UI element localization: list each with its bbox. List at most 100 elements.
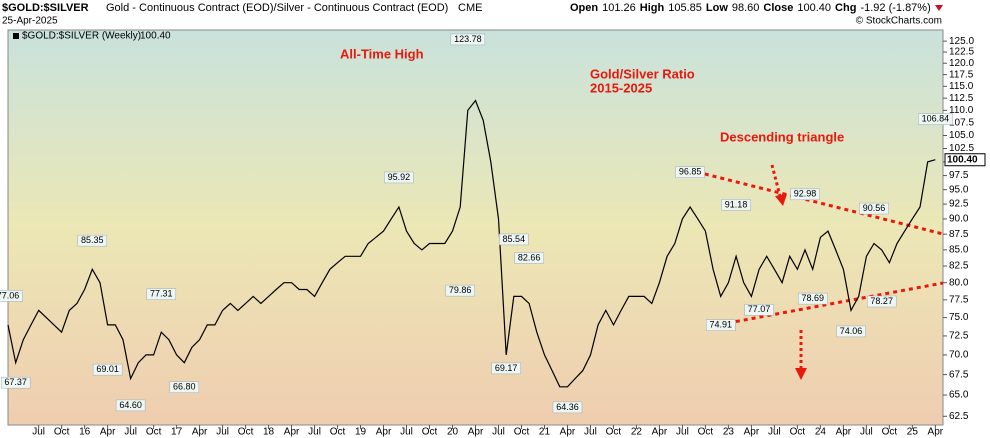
extreme-box	[797, 292, 828, 305]
x-tick-label: Jul	[400, 427, 413, 438]
extreme-box	[445, 284, 475, 297]
extreme-label: 69.17	[495, 363, 518, 373]
arrow-head	[775, 194, 787, 206]
x-tick-label: Oct	[422, 427, 438, 438]
x-tick-label: Jul	[124, 427, 137, 438]
extreme-box	[721, 199, 751, 211]
extreme-box	[859, 202, 889, 215]
extreme-box	[514, 252, 544, 264]
y-tick-label: 85.0	[949, 245, 969, 256]
x-tick-label: Oct	[238, 427, 254, 438]
extreme-box	[0, 290, 23, 302]
extreme-label: 64.36	[556, 402, 579, 412]
resistance-line	[696, 170, 944, 236]
last-value-box	[944, 153, 986, 167]
y-tick-label: 92.5	[949, 199, 969, 210]
y-tick-label: 70.0	[949, 350, 969, 361]
x-tick-label: Jul	[676, 427, 689, 438]
legend-swatch	[13, 33, 19, 39]
quote-item: 98.60	[732, 2, 760, 14]
y-tick-label: 65.0	[949, 390, 969, 401]
date: 25-Apr-2025	[2, 16, 58, 27]
extreme-box	[491, 362, 521, 375]
y-tick-label: 82.5	[949, 261, 969, 272]
price-line	[7, 99, 936, 388]
extreme-box	[146, 288, 177, 300]
x-tick-label: 21	[539, 427, 551, 438]
y-tick-label: 90.0	[949, 214, 969, 225]
x-tick-label: Jul	[32, 427, 45, 438]
x-tick-label: 24	[815, 427, 827, 438]
extreme-box	[918, 113, 953, 125]
extreme-box	[744, 304, 774, 316]
x-tick-label: Apr	[376, 427, 392, 438]
extreme-box	[0, 376, 31, 389]
extreme-box	[675, 166, 705, 178]
x-tick-label: Oct	[514, 427, 530, 438]
annotation: 2015-2025	[590, 80, 652, 95]
x-tick-label: 23	[723, 427, 735, 438]
y-tick-label: 125.0	[949, 36, 974, 47]
x-tick-label: Apr	[652, 427, 668, 438]
extreme-box	[450, 33, 486, 46]
extreme-label: 78.69	[801, 293, 824, 303]
extreme-label: 74.91	[709, 320, 732, 330]
extreme-box	[836, 325, 866, 338]
x-tick-label: Apr	[928, 427, 944, 438]
x-tick-label: 25	[907, 427, 919, 438]
extreme-label: 85.54	[503, 234, 526, 244]
subtitle: Gold - Continuous Contract (EOD)/Silver …	[106, 2, 448, 14]
y-tick-label: 112.5	[949, 93, 974, 104]
x-tick-label: Apr	[744, 427, 760, 438]
extreme-box	[92, 363, 123, 376]
x-tick-label: Jul	[308, 427, 321, 438]
y-tick-label: 87.5	[949, 229, 969, 240]
quote-item: Close	[763, 2, 793, 14]
x-tick-label: Jul	[584, 427, 597, 438]
x-tick-label: Oct	[606, 427, 622, 438]
x-tick-label: Oct	[146, 427, 162, 438]
x-tick-label: Oct	[790, 427, 806, 438]
extreme-box	[552, 401, 583, 414]
x-tick-label: Apr	[560, 427, 576, 438]
quote-item: 105.85	[668, 2, 702, 14]
x-tick-label: 20	[447, 427, 459, 438]
x-tick-label: Apr	[468, 427, 484, 438]
annotation: Descending triangle	[720, 129, 844, 144]
x-tick-label: Jul	[768, 427, 781, 438]
extreme-label: 69.01	[96, 364, 119, 374]
extreme-box	[115, 399, 146, 412]
y-tick-label: 107.5	[949, 117, 974, 128]
extreme-label: 67.37	[4, 377, 27, 387]
extreme-label: 79.86	[449, 285, 472, 295]
arrow-head	[795, 368, 807, 380]
last-value-label: 100.40	[947, 154, 978, 165]
y-tick-label: 120.0	[949, 58, 974, 69]
extreme-box	[866, 295, 897, 308]
x-tick-label: Oct	[330, 427, 346, 438]
exchange: CME	[458, 2, 482, 14]
legend-value: 100.40	[140, 31, 171, 42]
y-tick-label: 67.5	[949, 369, 969, 380]
y-tick-label: 62.5	[949, 411, 969, 422]
extreme-label: 77.31	[150, 289, 173, 299]
extreme-label: 77.06	[0, 290, 19, 300]
y-tick-label: 72.5	[949, 331, 969, 342]
quote-item: Chg	[835, 2, 856, 14]
extreme-label: 95.92	[388, 172, 411, 182]
y-tick-label: 97.5	[949, 170, 969, 181]
x-tick-label: Oct	[698, 427, 714, 438]
x-tick-label: Jul	[216, 427, 229, 438]
x-tick-label: Jul	[492, 427, 505, 438]
quote-item: Low	[706, 2, 728, 14]
plot-area	[7, 29, 944, 426]
annotation: Gold/Silver Ratio	[590, 66, 695, 81]
x-tick-label: 18	[263, 427, 275, 438]
extreme-label: 123.78	[454, 34, 482, 44]
y-tick-label: 102.5	[949, 143, 974, 154]
x-tick-label: Apr	[192, 427, 208, 438]
y-tick-label: 115.0	[949, 81, 974, 92]
extreme-box	[499, 233, 529, 246]
x-tick-label: 16	[79, 427, 91, 438]
